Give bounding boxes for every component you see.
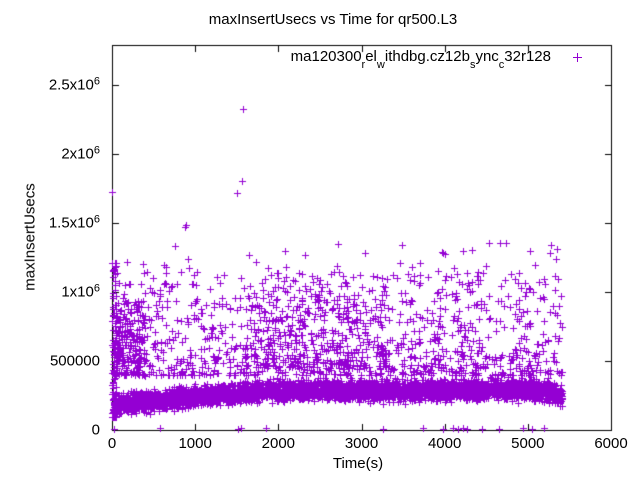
x-axis-label: Time(s) [332,455,384,472]
y-tick-label: 1.5x106 [48,213,100,232]
x-tick-label: 4000 [427,435,462,452]
x-tick-label: 2000 [261,435,296,452]
legend-subscript: w [376,59,385,71]
legend-subscript: c [498,59,505,71]
legend-series-label: ma120300relwithdbg.cz12bsyncc32r128 [290,48,551,71]
x-tick-label: 0 [107,435,117,452]
legend: ma120300relwithdbg.cz12bsyncc32r128 [290,48,582,71]
x-tick-label: 5000 [511,435,545,452]
legend-text-segment: el [365,48,377,65]
legend-text-segment: 32r128 [504,48,551,65]
legend-text-segment: ync [475,48,499,65]
y-tick-label: 1x106 [61,282,100,301]
x-tick-label: 6000 [594,435,628,452]
legend-text-segment: ithdbg.cz12b [384,48,470,65]
legend-text-segment: ma120300 [290,48,362,65]
y-tick-label: 500000 [49,352,100,370]
legend-subscript: s [469,59,476,71]
chart-title: maxInsertUsecs vs Time for qr500.L3 [208,11,458,28]
y-axis-label: maxInsertUsecs [21,183,39,291]
plus-marker-icon [573,52,582,62]
x-tick-label: 1000 [178,435,212,452]
y-tick-label: 2.5x106 [48,75,100,94]
x-tick-label: 3000 [344,435,379,452]
y-tick-label: 0 [91,421,100,439]
legend-subscript: r [361,59,366,71]
y-tick-label: 2x106 [61,144,100,163]
